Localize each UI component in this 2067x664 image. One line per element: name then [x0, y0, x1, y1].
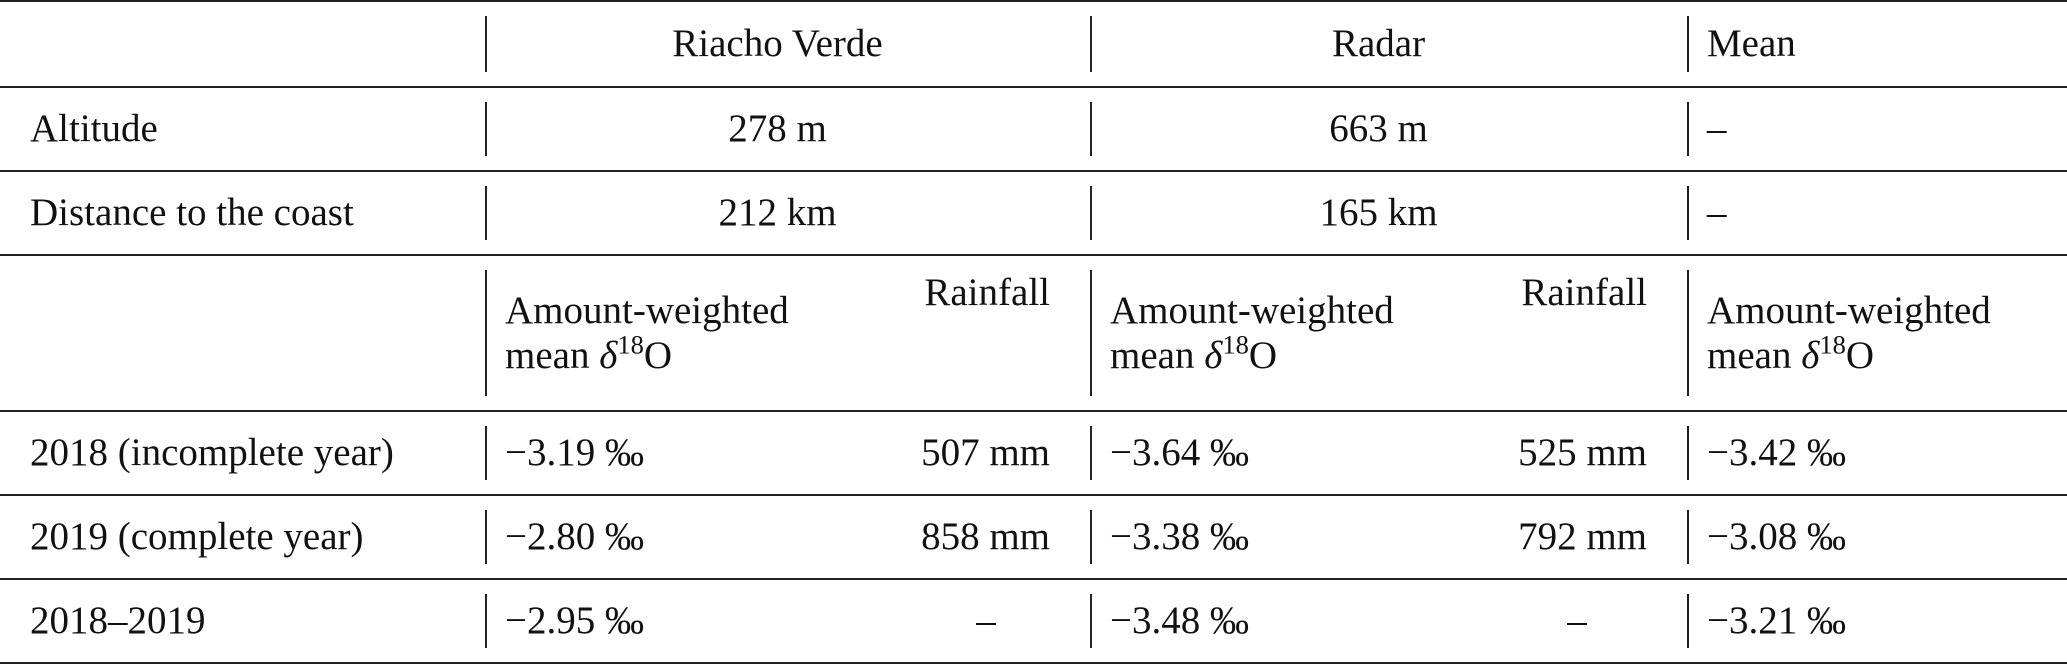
- altitude-mean: –: [1677, 87, 2067, 171]
- awm-o: O: [643, 334, 673, 377]
- awm-line1: Amount-weighted: [1110, 288, 1394, 332]
- mean-d18o: −3.21 ‰: [1677, 579, 2067, 663]
- header-row: Riacho Verde Radar Mean: [0, 1, 2067, 87]
- header-mean: Mean: [1677, 1, 2067, 87]
- subheader-mean-awm: Amount-weighted mean δ18O: [1677, 255, 2067, 411]
- radar-d18o: −3.64 ‰: [1080, 411, 1467, 495]
- subheader-row: Amount-weighted mean δ18O Rainfall Amoun…: [0, 255, 2067, 411]
- awm-sup: 18: [1222, 329, 1249, 360]
- subheader-radar-rainfall: Rainfall: [1521, 271, 1647, 314]
- riacho-rainfall: 858 mm: [921, 514, 1050, 558]
- awm-sup: 18: [617, 329, 644, 360]
- radar-d18o: −3.38 ‰: [1080, 495, 1467, 579]
- awm-mean-word: mean: [505, 334, 600, 377]
- distance-riacho-verde: 212 km: [475, 171, 1080, 255]
- awm-line1: Amount-weighted: [505, 288, 789, 332]
- table-row: 2019 (complete year) −2.80 ‰ 858 mm −3.3…: [0, 495, 2067, 579]
- mean-d18o: −3.42 ‰: [1677, 411, 2067, 495]
- riacho-d18o: −2.95 ‰: [475, 579, 862, 663]
- radar-rainfall: –: [1567, 598, 1587, 642]
- altitude-radar: 663 m: [1080, 87, 1677, 171]
- header-empty-cell: [0, 1, 475, 87]
- radar-rainfall: 792 mm: [1518, 514, 1647, 558]
- distance-radar: 165 km: [1080, 171, 1677, 255]
- riacho-rainfall: –: [976, 598, 996, 642]
- subheader-radar-awm: Amount-weighted mean δ18O: [1080, 255, 1467, 411]
- awm-sup: 18: [1819, 329, 1846, 360]
- radar-rainfall: 525 mm: [1518, 430, 1647, 474]
- year-label: 2019 (complete year): [30, 514, 364, 558]
- subheader-riacho-awm: Amount-weighted mean δ18O: [475, 255, 862, 411]
- riacho-rainfall: 507 mm: [921, 430, 1050, 474]
- year-label: 2018 (incomplete year): [30, 430, 394, 474]
- awm-o: O: [1248, 334, 1278, 377]
- riacho-d18o: −2.80 ‰: [475, 495, 862, 579]
- awm-o: O: [1845, 334, 1875, 377]
- table-row: 2018 (incomplete year) −3.19 ‰ 507 mm −3…: [0, 411, 2067, 495]
- table-row: 2018–2019 −2.95 ‰ – −3.48 ‰ – −3.21 ‰: [0, 579, 2067, 663]
- year-label: 2018–2019: [30, 598, 206, 642]
- header-riacho-verde: Riacho Verde: [475, 1, 1080, 87]
- row-label: Altitude: [30, 106, 158, 150]
- table-row-distance: Distance to the coast 212 km 165 km –: [0, 171, 2067, 255]
- table-row-altitude: Altitude 278 m 663 m –: [0, 87, 2067, 171]
- awm-delta: δ: [1801, 334, 1820, 377]
- subheader-empty-cell: [0, 255, 475, 411]
- mean-d18o: −3.08 ‰: [1677, 495, 2067, 579]
- awm-mean-word: mean: [1110, 334, 1205, 377]
- distance-mean: –: [1677, 171, 2067, 255]
- awm-line1: Amount-weighted: [1707, 288, 1991, 332]
- awm-mean-word: mean: [1707, 334, 1802, 377]
- awm-delta: δ: [599, 334, 618, 377]
- radar-d18o: −3.48 ‰: [1080, 579, 1467, 663]
- riacho-d18o: −3.19 ‰: [475, 411, 862, 495]
- subheader-riacho-rainfall: Rainfall: [924, 271, 1050, 314]
- row-label: Distance to the coast: [30, 190, 354, 234]
- awm-delta: δ: [1204, 334, 1223, 377]
- header-radar: Radar: [1080, 1, 1677, 87]
- altitude-riacho-verde: 278 m: [475, 87, 1080, 171]
